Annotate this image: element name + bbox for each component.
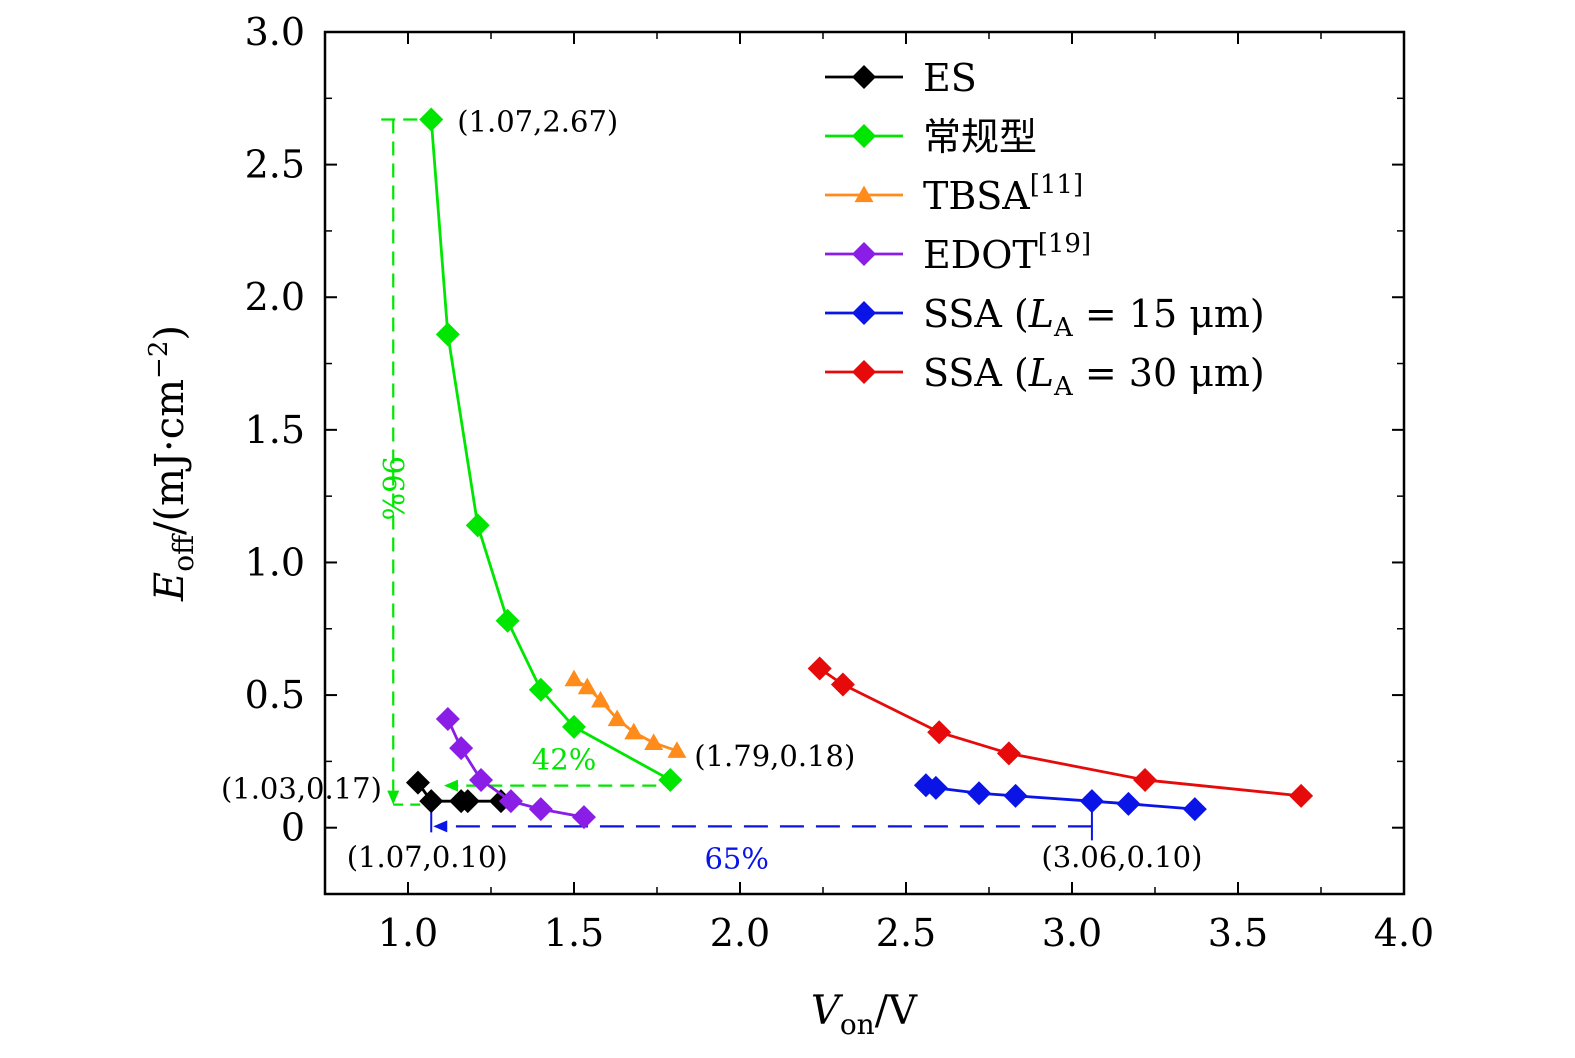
series-3 xyxy=(435,706,596,830)
legend-swatch-marker xyxy=(852,301,876,325)
series-layer xyxy=(405,107,1314,830)
reduction-label-42: 42% xyxy=(532,743,596,777)
legend-item-3: EDOT[19] xyxy=(825,229,1091,277)
legend: ES 常规型 TBSA[11] EDOT[19] SSA (LA = 15 μm) SSA… xyxy=(825,56,1265,402)
x-tick-label: 1.5 xyxy=(544,911,604,955)
legend-item-0: ES xyxy=(825,56,977,100)
point-annotation: (3.06,0.10) xyxy=(1041,840,1202,874)
data-point xyxy=(1289,783,1314,808)
guide-lines: 96% 42% 65% xyxy=(376,118,1093,875)
data-point xyxy=(658,767,683,792)
data-point xyxy=(435,706,460,731)
reduction-label-65: 65% xyxy=(704,841,768,875)
data-point xyxy=(564,669,584,687)
legend-swatch-marker xyxy=(852,124,876,148)
y-tick-label: 2.5 xyxy=(245,143,305,187)
legend-label: EDOT[19] xyxy=(923,229,1091,277)
data-point xyxy=(495,608,520,633)
data-point xyxy=(571,805,596,830)
arrow-head-42 xyxy=(443,779,458,792)
legend-swatch-marker xyxy=(852,242,876,266)
x-tick-label: 3.5 xyxy=(1208,911,1268,955)
y-axis-title: Eoff/(mJ·cm−2) xyxy=(144,325,200,602)
y-tick-label: 1.0 xyxy=(245,540,305,584)
series-5 xyxy=(807,656,1314,808)
data-point xyxy=(1079,789,1104,814)
data-point xyxy=(1116,791,1141,816)
legend-label: SSA (LA = 30 μm) xyxy=(923,351,1265,402)
y-tick-label: 0 xyxy=(281,806,305,850)
legend-item-4: SSA (LA = 15 μm) xyxy=(825,292,1265,343)
series-line xyxy=(818,667,1302,798)
series-2 xyxy=(564,669,687,758)
data-point xyxy=(644,733,664,750)
x-axis-title: Von/V xyxy=(811,988,918,1041)
data-point xyxy=(591,690,611,708)
data-point xyxy=(577,677,597,695)
x-tick-label: 2.5 xyxy=(876,911,936,955)
data-point xyxy=(1133,767,1158,792)
data-point xyxy=(967,781,992,806)
data-point xyxy=(419,107,444,132)
legend-label: ES xyxy=(923,56,977,100)
legend-swatch-marker xyxy=(852,65,876,89)
legend-item-1: 常规型 xyxy=(825,115,1037,159)
y-tick-label: 3.0 xyxy=(245,10,305,54)
data-point xyxy=(1182,797,1207,822)
data-point xyxy=(469,767,494,792)
data-point xyxy=(1003,783,1028,808)
data-point xyxy=(562,714,586,739)
legend-label: 常规型 xyxy=(923,115,1037,159)
legend-item-5: SSA (LA = 30 μm) xyxy=(825,351,1265,402)
data-point xyxy=(405,770,430,795)
series-line xyxy=(429,119,671,782)
series-1 xyxy=(419,107,683,792)
data-point xyxy=(667,741,687,758)
legend-swatch-marker xyxy=(852,360,876,384)
data-point xyxy=(449,736,474,761)
y-tick-label: 1.5 xyxy=(245,408,305,452)
arrow-head-65 xyxy=(433,820,448,833)
axis-ticks: 1.0 1.5 2.0 2.5 3.0 3.5 4.0 0 0.5 1.0 1.5 2.0 2.5 3.0 xyxy=(245,10,1435,955)
data-point xyxy=(624,722,644,740)
legend-label: SSA (LA = 15 μm) xyxy=(923,292,1265,343)
data-point xyxy=(528,797,553,822)
data-point xyxy=(435,322,460,347)
x-tick-label: 2.0 xyxy=(710,911,770,955)
data-point xyxy=(927,720,952,745)
data-point xyxy=(807,656,832,681)
point-annotation: (1.79,0.18) xyxy=(694,739,855,773)
point-annotation: (1.07,0.10) xyxy=(347,840,508,874)
annotations: (1.07,2.67) (1.79,0.18) (1.03,0.17) (1.07,0… xyxy=(221,105,1202,875)
data-point xyxy=(455,789,480,814)
x-tick-label: 3.0 xyxy=(1042,911,1102,955)
data-point xyxy=(923,775,948,800)
data-point xyxy=(607,709,627,727)
data-point xyxy=(830,672,855,697)
arrow-head-96 xyxy=(387,790,400,805)
legend-label: TBSA[11] xyxy=(923,170,1083,218)
point-annotation: (1.03,0.17) xyxy=(221,772,382,806)
legend-item-2: TBSA[11] xyxy=(825,170,1083,218)
x-tick-label: 4.0 xyxy=(1374,911,1434,955)
point-annotation: (1.07,2.67) xyxy=(457,105,618,139)
plot-frame xyxy=(323,30,1406,896)
series-4 xyxy=(913,773,1207,822)
y-tick-label: 2.0 xyxy=(245,275,305,319)
data-point xyxy=(996,741,1021,766)
y-tick-label: 0.5 xyxy=(245,673,305,717)
reduction-label-96: 96% xyxy=(376,456,410,520)
legend-swatch-marker xyxy=(854,185,874,203)
series-line xyxy=(925,783,1195,811)
data-point xyxy=(465,513,490,538)
x-tick-label: 1.0 xyxy=(378,911,438,955)
data-point xyxy=(498,789,523,814)
data-point xyxy=(528,677,553,702)
data-point xyxy=(419,789,444,814)
